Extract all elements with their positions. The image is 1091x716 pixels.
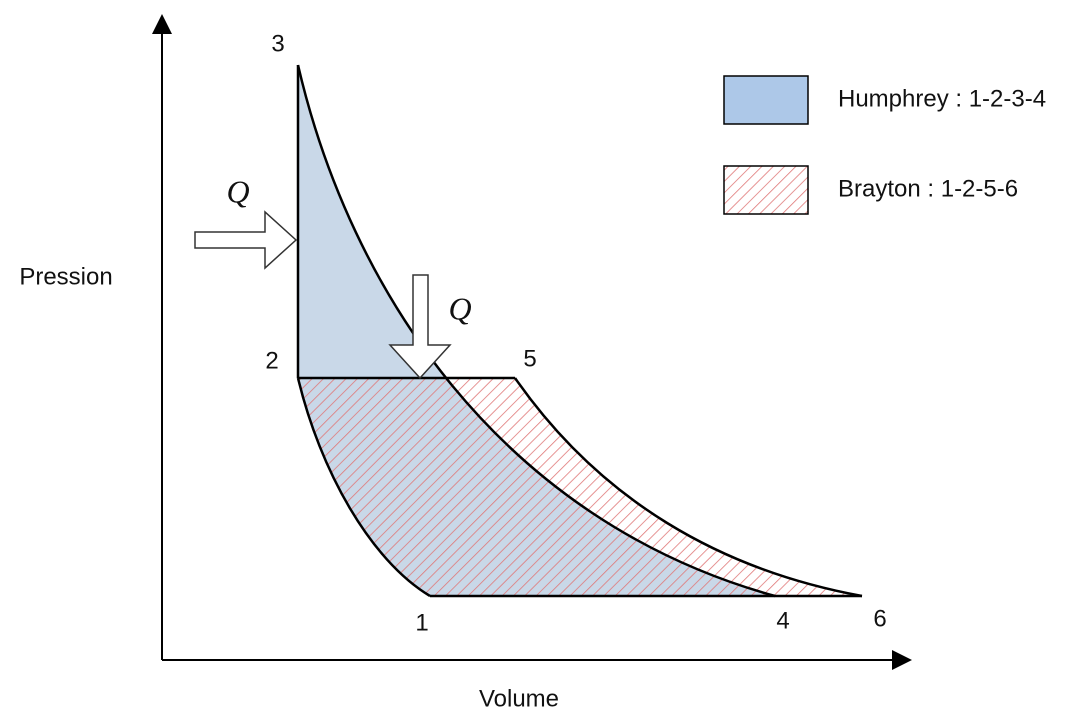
curve-5-6 — [513, 377, 863, 598]
point-label: 5 — [523, 345, 536, 372]
heat-arrow-down — [388, 274, 452, 380]
heat-arrow-in — [194, 210, 298, 270]
point-label: 4 — [776, 607, 789, 634]
heat-label: Q — [226, 173, 249, 209]
brayton-area — [298, 378, 862, 596]
point-label: 2 — [265, 347, 278, 374]
point-label: 3 — [271, 30, 284, 57]
point-label: 1 — [415, 609, 428, 636]
legend-swatch — [723, 165, 809, 215]
legend-swatch — [723, 75, 809, 125]
x-axis-label: Volume — [479, 685, 559, 712]
curve-3-4 — [296, 64, 776, 598]
point-label: 6 — [873, 605, 886, 632]
curve-1-2 — [296, 377, 431, 598]
legend-label: Brayton : 1-2-5-6 — [838, 175, 1018, 202]
y-axis-label: Pression — [19, 263, 112, 290]
legend-label: Humphrey : 1-2-3-4 — [838, 85, 1046, 112]
heat-label: Q — [448, 290, 471, 326]
